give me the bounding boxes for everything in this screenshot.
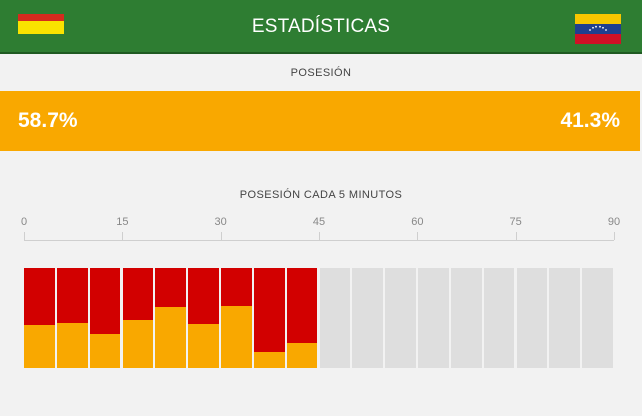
away-possession-segment bbox=[188, 268, 219, 324]
possession-bar-25-30 bbox=[188, 268, 219, 368]
possession-bar-30-35 bbox=[221, 268, 252, 368]
possession-bar-0-5 bbox=[24, 268, 55, 368]
possession-bar-60-65 bbox=[418, 268, 449, 368]
possession-bar-50-55 bbox=[352, 268, 384, 368]
tick-label: 90 bbox=[607, 216, 621, 228]
possession-bar-35-40 bbox=[253, 268, 285, 368]
home-possession-segment bbox=[253, 352, 285, 368]
venezuela-flag-icon bbox=[575, 14, 621, 44]
home-possession-segment bbox=[56, 323, 88, 368]
away-possession-segment bbox=[221, 268, 252, 306]
tick-label: 30 bbox=[214, 216, 227, 228]
home-possession-segment bbox=[122, 320, 154, 368]
axis-tick bbox=[417, 232, 419, 240]
home-possession-value: 58.7% bbox=[18, 109, 78, 132]
stats-title: ESTADÍSTICAS bbox=[251, 16, 391, 37]
away-possession-segment bbox=[286, 268, 318, 343]
possession-bar-80-85 bbox=[549, 268, 581, 368]
possession-bar-15-20 bbox=[122, 268, 154, 368]
possession-bar-85-90 bbox=[582, 268, 613, 368]
tick-label: 45 bbox=[312, 216, 326, 228]
home-possession-segment bbox=[89, 334, 121, 368]
possession-band: 58.7% 41.3% bbox=[0, 91, 640, 151]
possession-bar-65-70 bbox=[450, 268, 482, 368]
away-possession-segment bbox=[155, 268, 187, 307]
away-possession-value: 41.3% bbox=[560, 109, 620, 132]
possession-bar-70-75 bbox=[483, 268, 515, 368]
away-possession-segment bbox=[24, 268, 55, 325]
possession-bar-10-15 bbox=[89, 268, 121, 368]
tick-label: 0 bbox=[20, 216, 28, 228]
possession-bars bbox=[24, 268, 615, 368]
axis-tick bbox=[220, 232, 222, 240]
possession-bar-55-60 bbox=[385, 268, 416, 368]
away-possession-segment bbox=[56, 268, 88, 323]
axis-tick bbox=[515, 232, 517, 240]
possession-bar-5-10 bbox=[56, 268, 88, 368]
away-possession-segment bbox=[253, 268, 285, 352]
axis-tick bbox=[24, 232, 25, 240]
home-possession-segment bbox=[24, 325, 55, 368]
home-possession-segment bbox=[221, 306, 252, 368]
possession-bar-75-80 bbox=[516, 268, 548, 368]
home-possession-segment bbox=[188, 324, 219, 368]
possession-bar-40-45 bbox=[286, 268, 318, 368]
possession-label: POSESIÓN bbox=[290, 67, 352, 79]
away-possession-segment bbox=[122, 268, 154, 320]
possession-bar-20-25 bbox=[155, 268, 187, 368]
axis-tick bbox=[614, 232, 615, 240]
home-possession-segment bbox=[155, 307, 187, 368]
axis-tick bbox=[122, 232, 124, 240]
possession-bar-45-50 bbox=[319, 268, 351, 368]
tick-label: 60 bbox=[411, 216, 424, 228]
timeline-axis-line bbox=[24, 240, 614, 241]
axis-tick bbox=[319, 232, 320, 240]
stats-header: ESTADÍSTICAS bbox=[0, 0, 642, 54]
timeline-axis: 0 15 30 45 60 75 90 bbox=[0, 216, 642, 246]
away-possession-segment bbox=[89, 268, 121, 334]
home-possession-segment bbox=[286, 343, 318, 368]
timeline-label: POSESIÓN CADA 5 MINUTOS bbox=[239, 189, 403, 201]
tick-label: 75 bbox=[509, 216, 522, 228]
bolivia-flag-icon bbox=[18, 14, 64, 34]
tick-label: 15 bbox=[116, 216, 129, 228]
